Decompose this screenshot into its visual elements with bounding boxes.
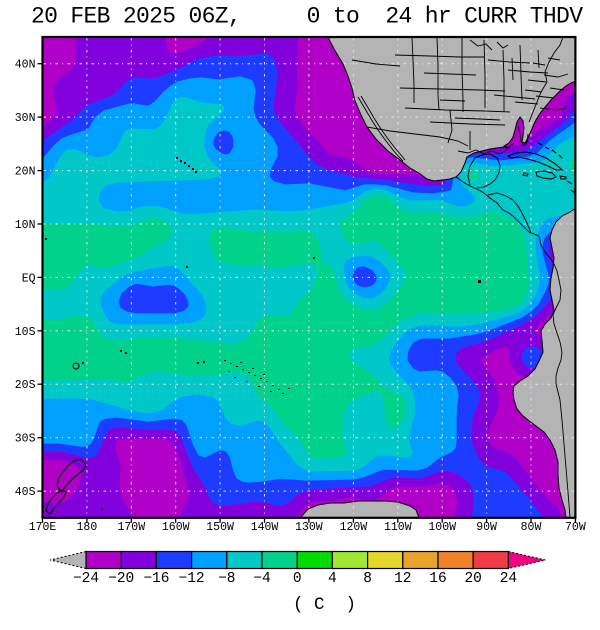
svg-text:40N: 40N: [15, 59, 36, 72]
svg-text:−20: −20: [108, 571, 134, 587]
svg-text:24: 24: [500, 571, 517, 587]
svg-text:20 FEB 2025 06Z, 0 to 24: 20 FEB 2025 06Z, 0 to 24 hr CURR THDV: [31, 4, 583, 30]
svg-text:16: 16: [429, 571, 446, 587]
svg-text:−12: −12: [179, 571, 205, 587]
svg-text:EQ: EQ: [22, 272, 36, 285]
svg-text:80W: 80W: [521, 521, 542, 534]
svg-text:12: 12: [394, 571, 411, 587]
svg-text:0: 0: [293, 571, 302, 587]
svg-text:30S: 30S: [15, 433, 36, 446]
svg-text:90W: 90W: [476, 521, 497, 534]
svg-text:100W: 100W: [428, 521, 456, 534]
svg-text:120W: 120W: [340, 521, 368, 534]
svg-text:170E: 170E: [29, 521, 57, 534]
svg-text:( C ): ( C ): [293, 595, 356, 615]
svg-text:10N: 10N: [15, 219, 36, 232]
svg-text:−16: −16: [143, 571, 169, 587]
svg-text:−4: −4: [253, 571, 270, 587]
svg-text:20: 20: [464, 571, 481, 587]
svg-text:4: 4: [328, 571, 337, 587]
svg-text:140W: 140W: [251, 521, 279, 534]
svg-text:−8: −8: [218, 571, 235, 587]
svg-text:40S: 40S: [15, 486, 36, 499]
svg-text:130W: 130W: [295, 521, 323, 534]
svg-text:180: 180: [77, 521, 98, 534]
svg-text:8: 8: [363, 571, 372, 587]
svg-text:−24: −24: [73, 571, 99, 587]
svg-text:160W: 160W: [162, 521, 190, 534]
svg-text:150W: 150W: [206, 521, 234, 534]
svg-text:170W: 170W: [117, 521, 145, 534]
svg-text:110W: 110W: [384, 521, 412, 534]
svg-text:70W: 70W: [565, 521, 586, 534]
svg-text:20N: 20N: [15, 166, 36, 179]
svg-text:30N: 30N: [15, 112, 36, 125]
svg-text:10S: 10S: [15, 326, 36, 339]
svg-text:20S: 20S: [15, 379, 36, 392]
